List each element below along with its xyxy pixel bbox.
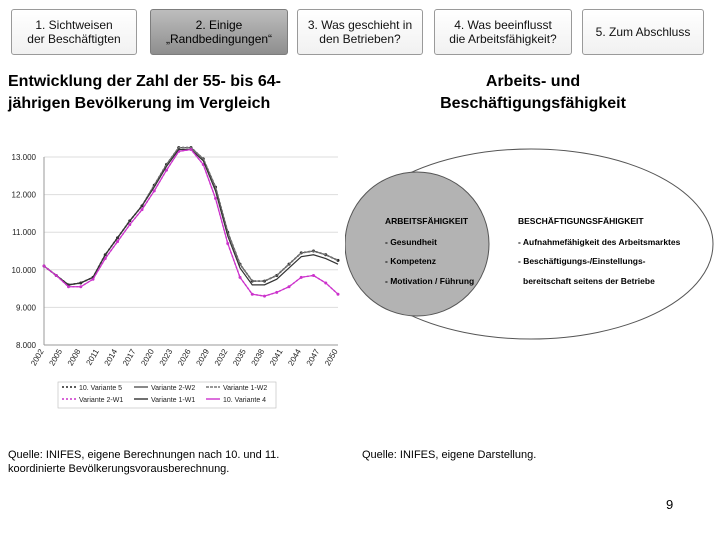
series-line: [43, 148, 339, 297]
legend-label: Variante 1-W1: [151, 397, 195, 404]
x-tick-label: 2038: [250, 347, 267, 367]
x-tick-label: 2035: [231, 347, 248, 367]
tab-betriebe[interactable]: 3. Was geschieht in den Betrieben?: [297, 9, 423, 55]
series-line: [43, 146, 339, 286]
y-tick-label: 13.000: [12, 153, 37, 162]
left-source: Quelle: INIFES, eigene Berechnungen nach…: [8, 449, 280, 475]
x-tick-label: 2041: [268, 347, 285, 367]
right-heading: Arbeits- und Beschäftigungsfähigkeit: [440, 73, 626, 112]
x-tick-label: 2020: [139, 347, 156, 367]
outer-item: - Aufnahmefähigkeit des Arbeitsmarktes: [518, 237, 681, 247]
outer-item: bereitschaft seitens der Betriebe: [523, 276, 655, 286]
page-number: 9: [666, 497, 674, 512]
legend-label: Variante 1-W2: [223, 385, 267, 392]
series-line: [43, 148, 339, 286]
series-line: [43, 148, 339, 297]
y-tick-label: 12.000: [12, 191, 37, 200]
workability-circle: [345, 171, 490, 317]
y-tick-label: 8.000: [16, 341, 37, 350]
left-heading: Entwicklung der Zahl der 55- bis 64-jähr…: [8, 73, 281, 112]
legend-label: 10. Variante 4: [223, 397, 266, 404]
x-tick-label: 2005: [47, 347, 64, 367]
x-tick-label: 2050: [323, 347, 340, 367]
series-line: [43, 146, 339, 286]
tab-abschluss[interactable]: 5. Zum Abschluss: [582, 9, 704, 55]
x-tick-label: 2017: [121, 347, 138, 367]
tab-sichtweisen[interactable]: 1. Sichtweisen der Beschäftigten: [11, 9, 137, 55]
legend-label: Variante 2-W1: [79, 397, 123, 404]
x-tick-label: 2029: [194, 347, 211, 367]
x-tick-label: 2032: [213, 347, 230, 367]
legend-box: [57, 381, 277, 409]
x-tick-label: 2014: [103, 347, 120, 367]
y-tick-label: 10.000: [12, 266, 37, 275]
tab-arbeitsfaehigkeit[interactable]: 4. Was beeinflusst die Arbeitsfähigkeit?: [434, 9, 572, 55]
x-tick-label: 2002: [29, 347, 46, 367]
x-tick-label: 2044: [286, 347, 303, 367]
x-tick-label: 2008: [66, 347, 83, 367]
series-line: [43, 146, 339, 286]
x-tick-label: 2023: [158, 347, 175, 367]
inner-item: - Motivation / Führung: [385, 276, 474, 286]
inner-item: - Kompetenz: [385, 256, 436, 266]
x-tick-label: 2047: [305, 347, 322, 367]
legend-label: Variante 2-W2: [151, 385, 195, 392]
inner-item: - Gesundheit: [385, 237, 437, 247]
legend-label: 10. Variante 5: [79, 385, 122, 392]
outer-item: - Beschäftigungs-/Einstellungs-: [518, 256, 646, 266]
workability-diagram: ARBEITSFÄHIGKEIT - Gesundheit - Kompeten…: [345, 148, 714, 340]
y-tick-label: 11.000: [12, 228, 36, 237]
inner-title: ARBEITSFÄHIGKEIT: [385, 216, 469, 226]
outer-title: BESCHÄFTIGUNGSFÄHIGKEIT: [518, 216, 644, 226]
x-tick-label: 2011: [84, 347, 101, 367]
y-tick-label: 9.000: [16, 303, 37, 312]
right-source: Quelle: INIFES, eigene Darstellung.: [362, 449, 537, 461]
x-tick-label: 2026: [176, 347, 193, 367]
section-navigation: 1. Sichtweisen der Beschäftigten 2. Eini…: [0, 0, 720, 60]
tab-randbedingungen[interactable]: 2. Einige „Randbedingungen“: [150, 9, 288, 55]
